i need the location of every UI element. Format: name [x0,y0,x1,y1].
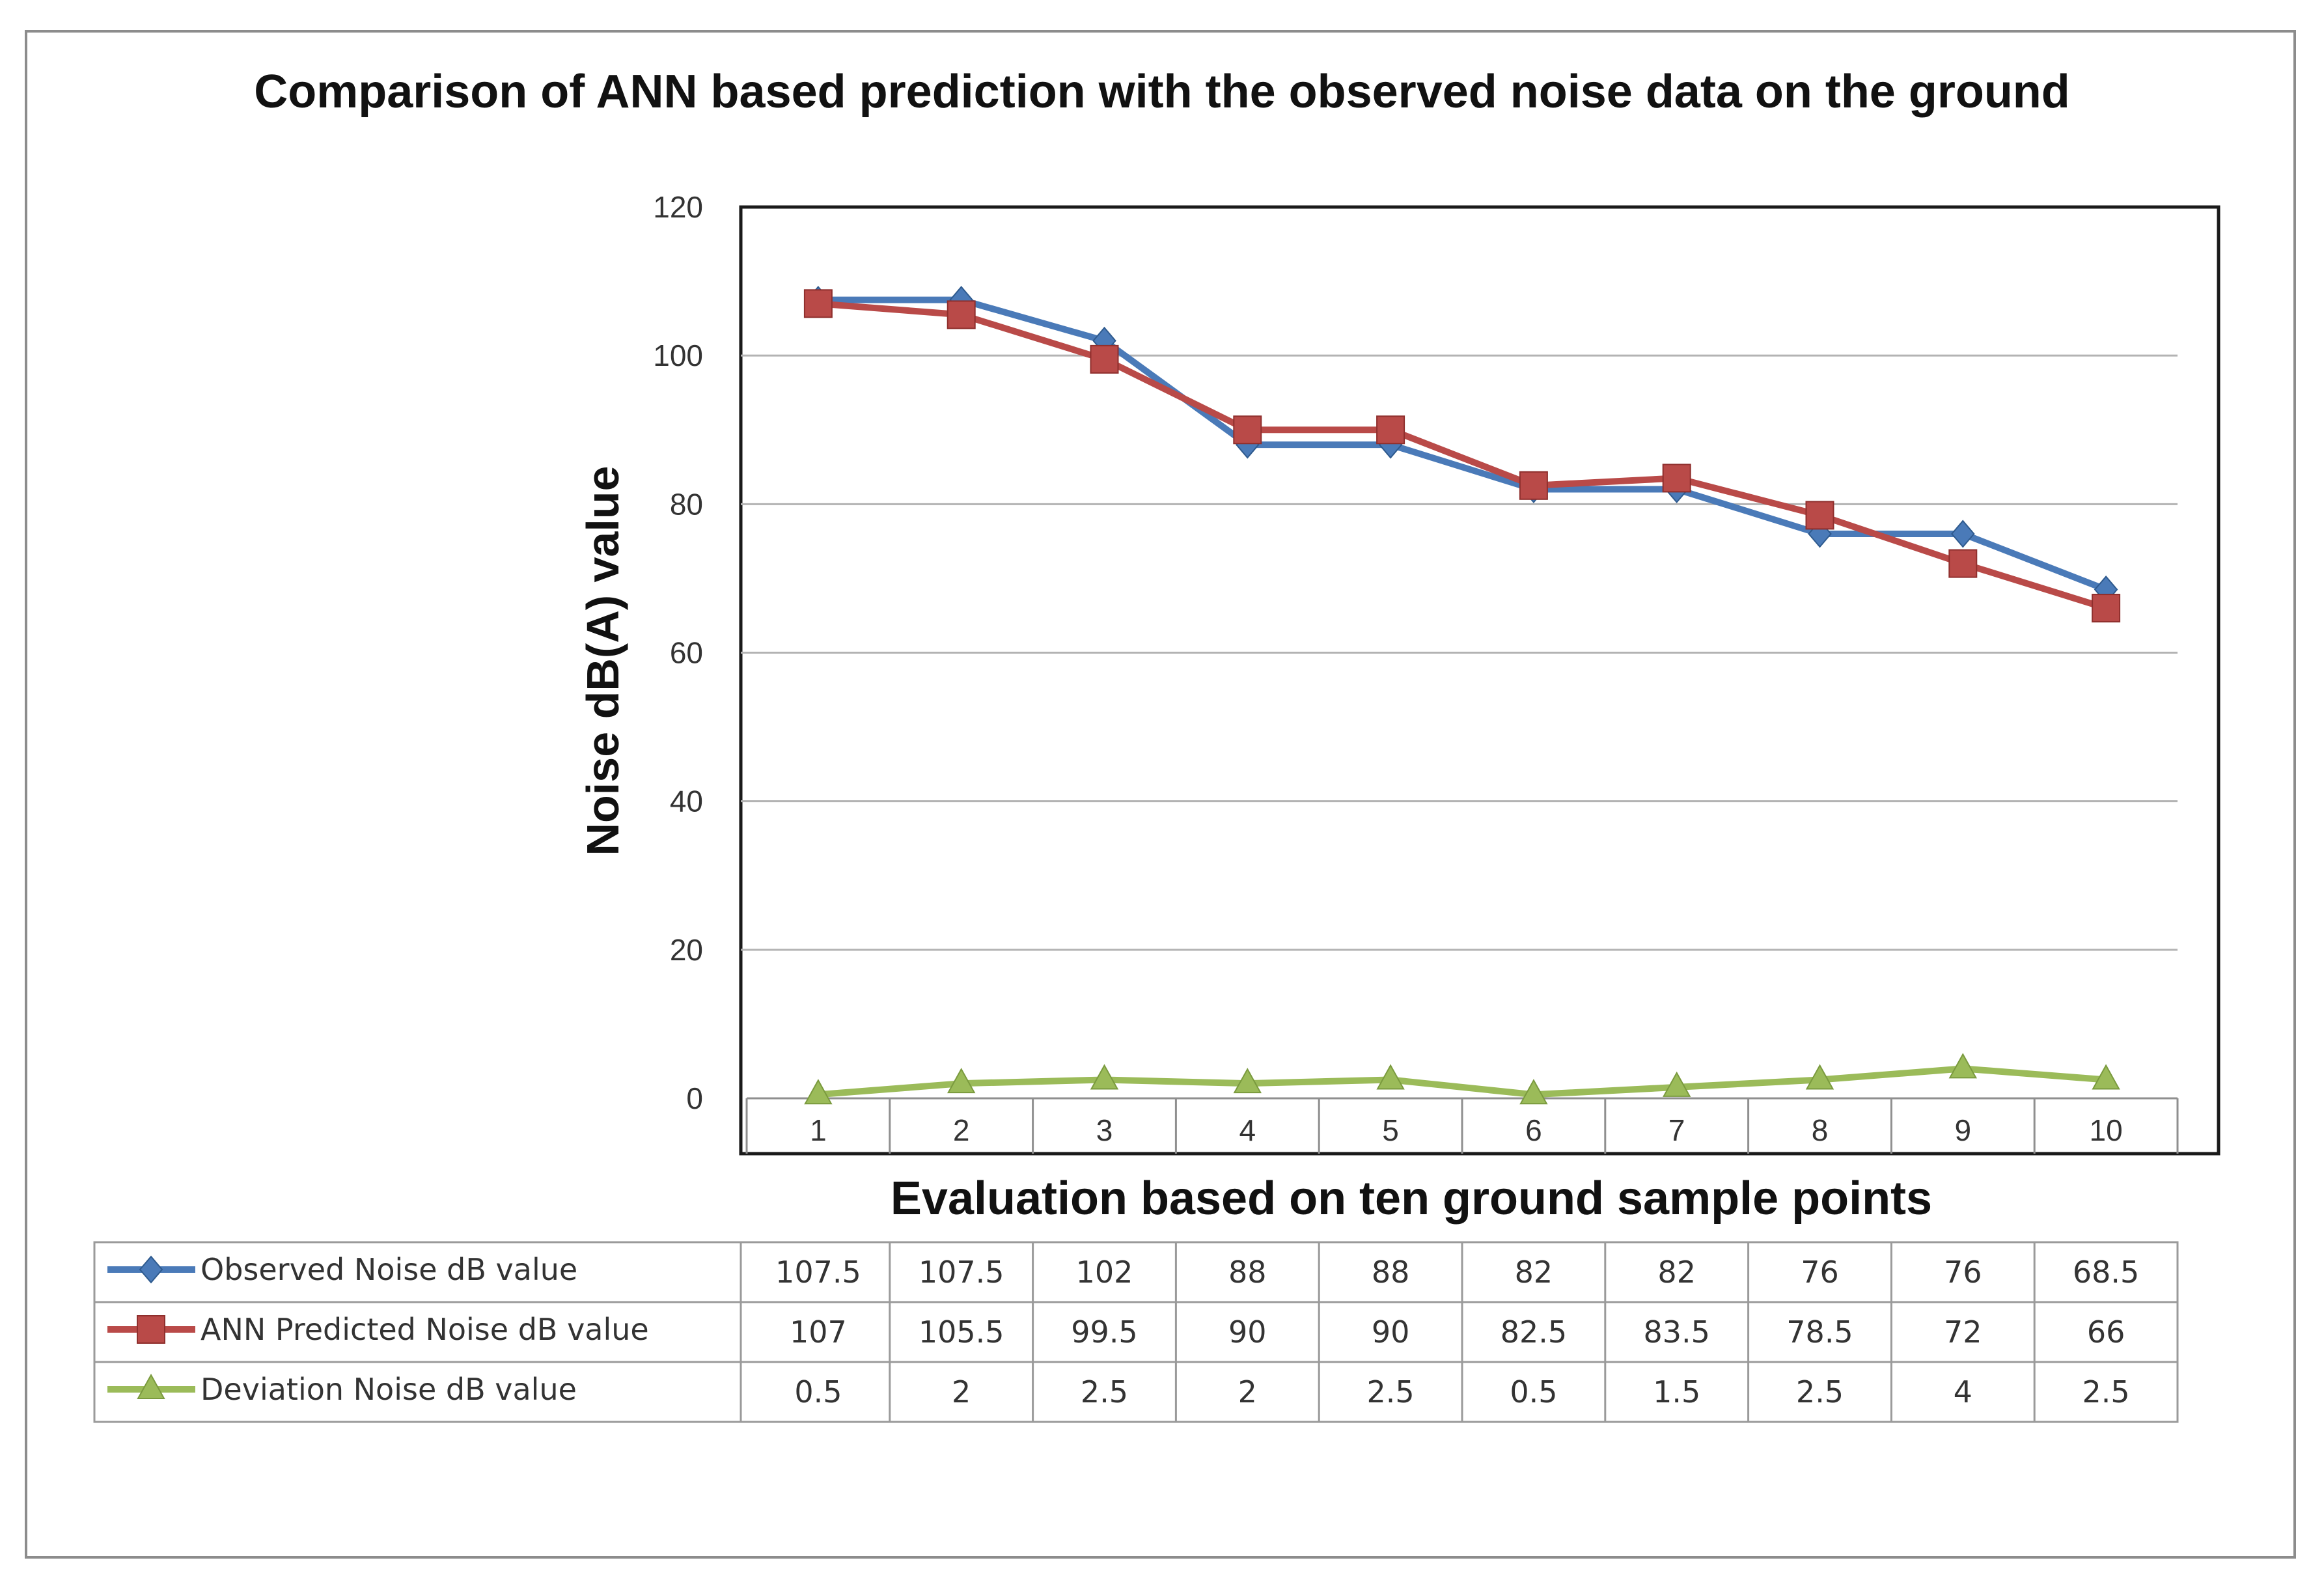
x-axis-title: Evaluation based on ten ground sample po… [891,1173,1932,1225]
observed-noise-db-value-value-cell: 82 [1657,1255,1696,1290]
deviation-noise-db-value-legend-label: Deviation Noise dB value [201,1372,577,1407]
y-tick-label-120: 120 [653,190,703,224]
x-tick-label-1: 1 [810,1113,827,1147]
deviation-noise-db-value-value-cell: 2.5 [1081,1374,1128,1410]
deviation-noise-db-value-value-cell: 4 [1954,1374,1972,1410]
deviation-noise-db-value-marker-1 [804,1079,833,1105]
y-tick-label-20: 20 [670,933,703,967]
deviation-noise-db-value-marker-3 [1090,1064,1119,1090]
deviation-noise-db-value-marker-6 [1519,1079,1548,1105]
ann-predicted-noise-db-value-line [818,300,2107,611]
x-tick-label-4: 4 [1239,1113,1256,1147]
observed-noise-db-value-marker-9 [1950,520,1975,548]
x-tick-label-10: 10 [2090,1113,2123,1147]
ann-predicted-noise-db-value-value-cell: 99.5 [1071,1314,1137,1350]
ann-predicted-noise-db-value-marker-5 [1376,415,1405,445]
ann-predicted-noise-db-value-value-cell: 107 [790,1314,847,1350]
y-axis-title: Noise dB(A) value [577,466,628,856]
plot-area-border [739,205,2220,1156]
x-tick-label-5: 5 [1382,1113,1399,1147]
y-tick-label-0: 0 [686,1081,703,1115]
observed-noise-db-value-value-cell: 82 [1515,1255,1553,1290]
observed-noise-db-value-value-cell: 68.5 [2073,1255,2139,1290]
ann-predicted-noise-db-value-marker-9 [1948,549,1978,578]
x-tick-label-8: 8 [1812,1113,1829,1147]
deviation-noise-db-value-legend-key-marker-1 [137,1373,165,1399]
observed-noise-db-value-value-cell: 88 [1228,1255,1267,1290]
deviation-noise-db-value-value-cell: 2.5 [2082,1374,2130,1410]
data-table-border [93,1241,2179,1423]
ann-predicted-noise-db-value-marker-7 [1662,464,1691,493]
deviation-noise-db-value-value-cell: 2 [1238,1374,1257,1410]
observed-noise-db-value-value-cell: 88 [1372,1255,1410,1290]
x-tick-label-6: 6 [1525,1113,1542,1147]
observed-noise-db-value-value-cell: 76 [1944,1255,1982,1290]
y-tick-label-60: 60 [670,636,703,670]
ann-predicted-noise-db-value-value-cell: 72 [1944,1314,1982,1350]
deviation-noise-db-value-value-cell: 0.5 [794,1374,842,1410]
deviation-noise-db-value-marker-4 [1233,1068,1262,1094]
x-tick-label-3: 3 [1096,1113,1113,1147]
observed-noise-db-value-value-cell: 107.5 [919,1255,1004,1290]
deviation-noise-db-value-marker-8 [1805,1064,1834,1090]
ann-predicted-noise-db-value-value-cell: 83.5 [1643,1314,1709,1350]
x-tick-label-7: 7 [1668,1113,1685,1147]
x-tick-label-9: 9 [1955,1113,1972,1147]
y-tick-label-40: 40 [670,785,703,818]
observed-noise-db-value-line [818,296,2107,593]
ann-predicted-noise-db-value-value-cell: 105.5 [919,1314,1004,1350]
ann-predicted-noise-db-value-value-cell: 90 [1372,1314,1410,1350]
deviation-noise-db-value-marker-10 [2092,1064,2120,1090]
observed-noise-db-value-value-cell: 107.5 [775,1255,861,1290]
deviation-noise-db-value-line [818,1065,2107,1098]
ann-predicted-noise-db-value-value-cell: 78.5 [1786,1314,1853,1350]
observed-noise-db-value-value-cell: 76 [1801,1255,1839,1290]
deviation-noise-db-value-value-cell: 2.5 [1367,1374,1415,1410]
ann-predicted-noise-db-value-value-cell: 90 [1228,1314,1267,1350]
chart-title: Comparison of ANN based prediction with … [254,66,2070,118]
observed-noise-db-value-legend-label: Observed Noise dB value [201,1252,577,1287]
deviation-noise-db-value-marker-9 [1948,1053,1977,1079]
deviation-noise-db-value-value-cell: 2 [952,1374,971,1410]
ann-predicted-noise-db-value-marker-1 [803,289,833,318]
chart-frame [25,30,2296,1559]
ann-predicted-noise-db-value-marker-6 [1519,471,1548,500]
deviation-noise-db-value-value-cell: 1.5 [1653,1374,1700,1410]
ann-predicted-noise-db-value-legend-key-marker-1 [137,1315,165,1344]
deviation-noise-db-value-marker-5 [1376,1064,1405,1090]
deviation-noise-db-value-marker-7 [1663,1071,1691,1097]
observed-noise-db-value-value-cell: 102 [1076,1255,1133,1290]
deviation-noise-db-value-marker-2 [947,1068,976,1094]
x-tick-label-2: 2 [953,1113,970,1147]
ann-predicted-noise-db-value-marker-10 [2092,594,2121,623]
deviation-noise-db-value-value-cell: 2.5 [1796,1374,1844,1410]
ann-predicted-noise-db-value-marker-4 [1233,415,1262,445]
ann-predicted-noise-db-value-value-cell: 82.5 [1501,1314,1567,1350]
ann-predicted-noise-db-value-marker-2 [947,300,976,329]
ann-predicted-noise-db-value-legend-label: ANN Predicted Noise dB value [201,1312,649,1347]
y-tick-label-100: 100 [653,339,703,372]
observed-noise-db-value-legend-key-marker-1 [139,1255,163,1284]
ann-predicted-noise-db-value-marker-8 [1805,501,1834,530]
y-tick-label-80: 80 [670,487,703,521]
deviation-noise-db-value-value-cell: 0.5 [1510,1374,1557,1410]
ann-predicted-noise-db-value-marker-3 [1090,344,1119,374]
ann-predicted-noise-db-value-value-cell: 66 [2087,1314,2125,1350]
